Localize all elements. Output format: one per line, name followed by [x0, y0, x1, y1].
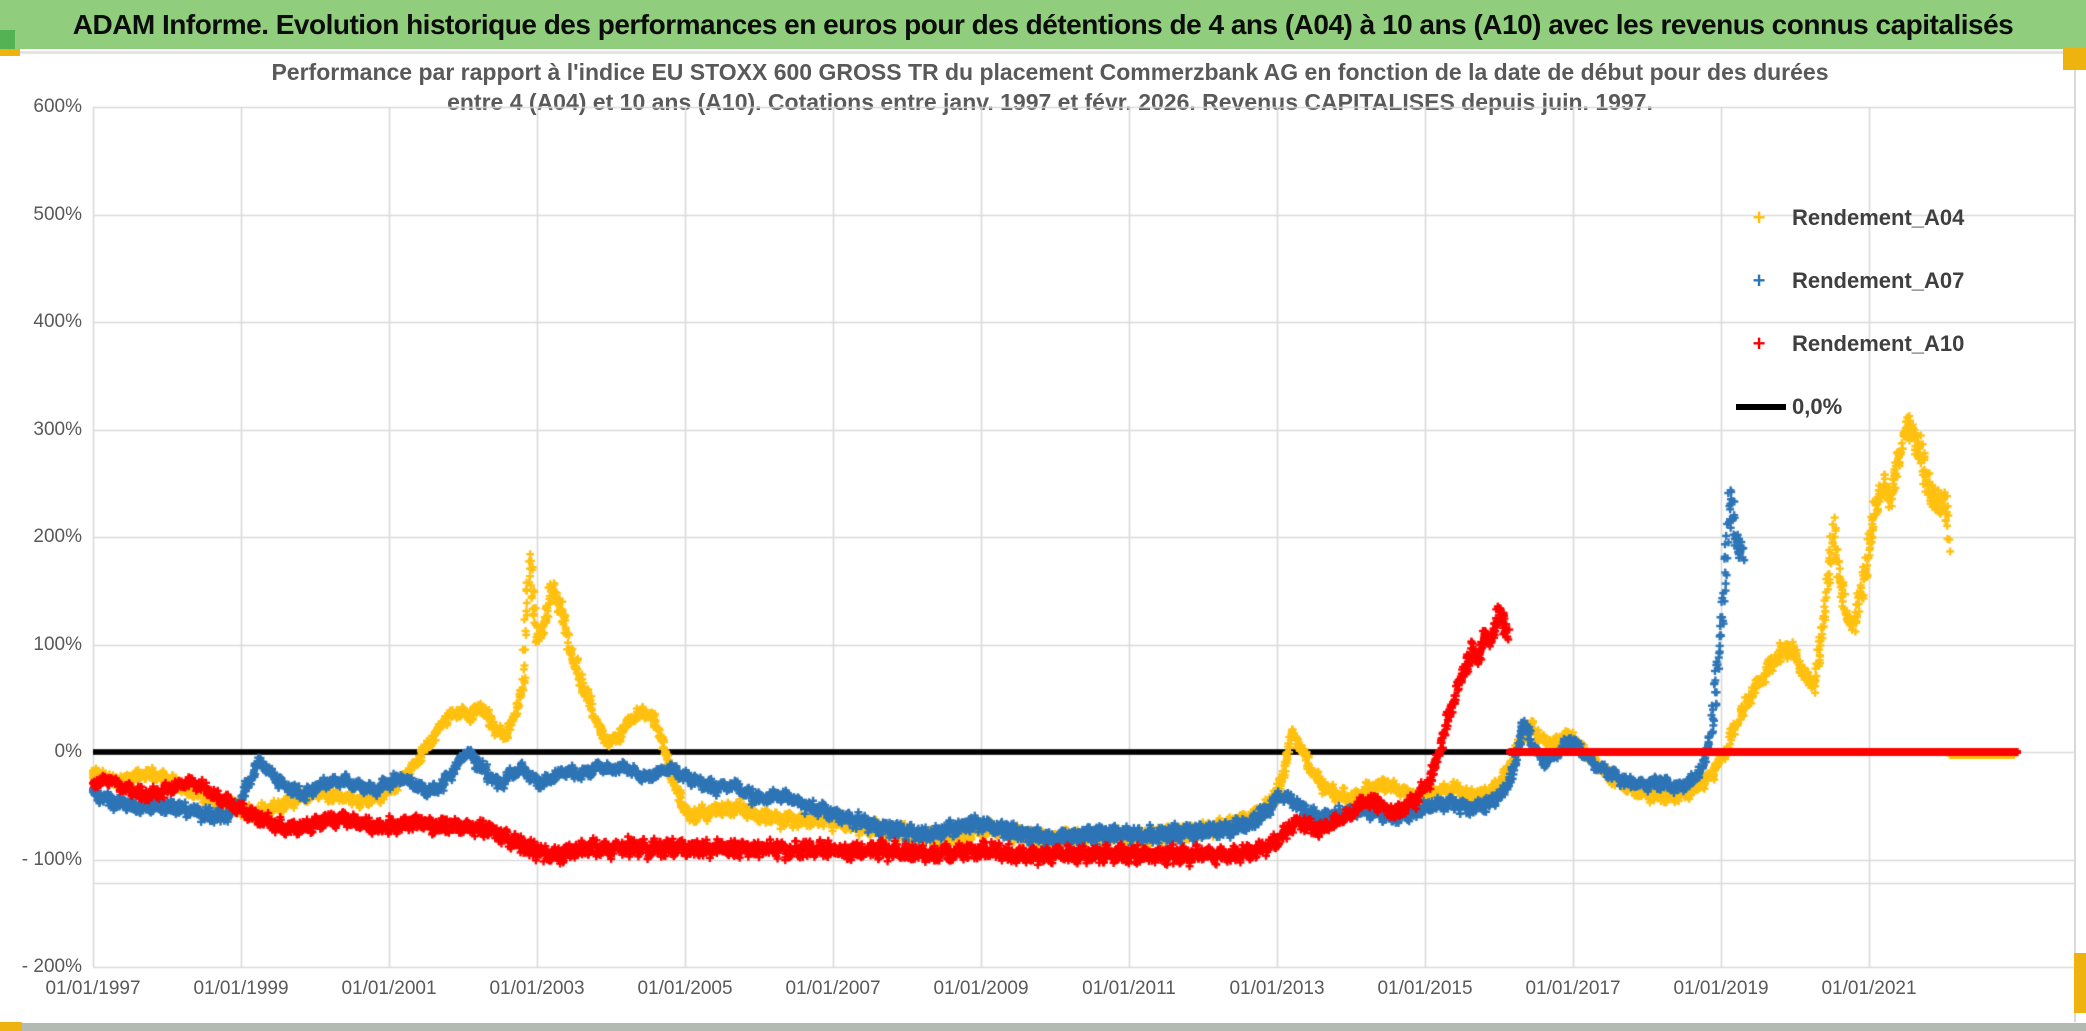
zero-line-swatch [1736, 404, 1786, 410]
legend-item-a04: + Rendement_A04 [1730, 205, 2060, 231]
legend-label-zero: 0,0% [1792, 394, 1843, 419]
legend-label-a10: Rendement_A10 [1792, 331, 1965, 356]
legend-item-zero: 0,0% [1730, 394, 2060, 420]
legend-item-a10: + Rendement_A10 [1730, 331, 2060, 357]
a10-plus-marker-icon: + [1752, 331, 1766, 356]
a07-plus-marker-icon: + [1752, 268, 1766, 293]
a04-plus-marker-icon: + [1752, 205, 1766, 230]
legend-item-a07: + Rendement_A07 [1730, 268, 2060, 294]
legend: + Rendement_A04 + Rendement_A07 + Rendement_A… [1730, 205, 2060, 457]
legend-label-a04: Rendement_A04 [1792, 205, 1965, 230]
zero-line-marker-icon [1730, 404, 1788, 410]
legend-label-a07: Rendement_A07 [1792, 268, 1965, 293]
